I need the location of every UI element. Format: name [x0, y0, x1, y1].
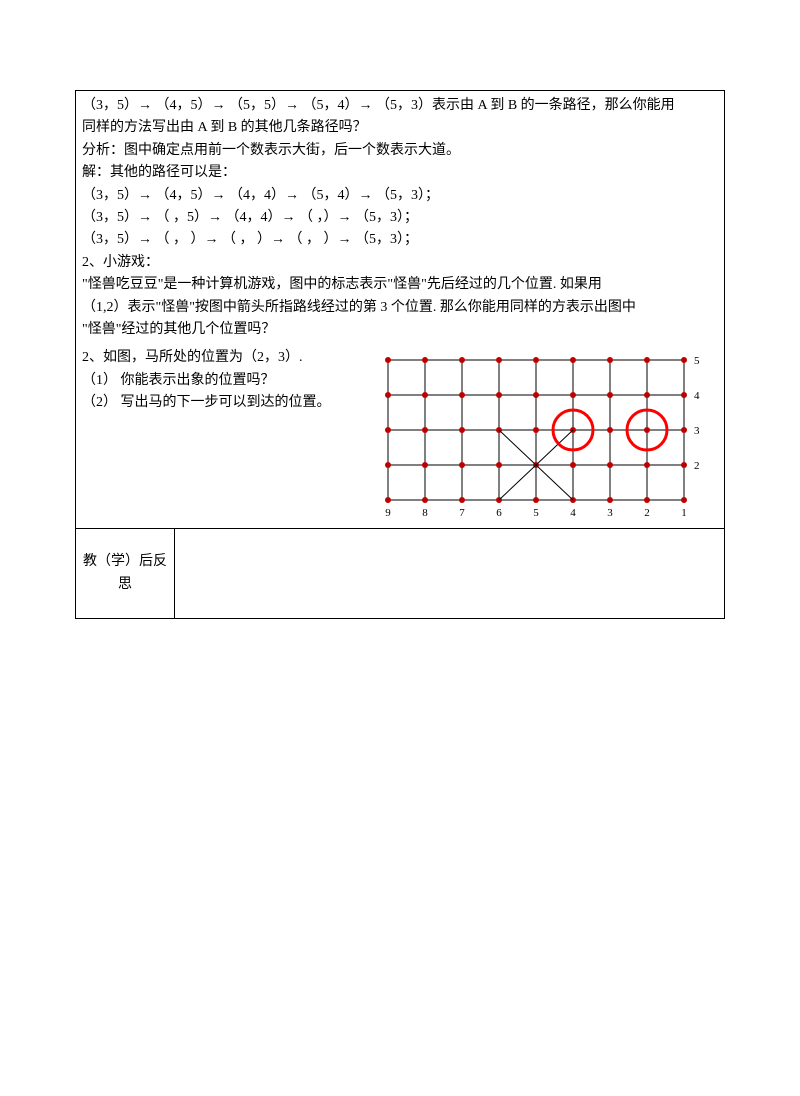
- para-3: 解：其他的路径可以是：: [82, 162, 718, 184]
- para-4: （3，5）→ （4，5）→ （4，4）→ （5，4）→ （5，3）；: [82, 185, 718, 207]
- para-8: "怪兽吃豆豆"是一种计算机游戏，图中的标志表示"怪兽"先后经过的几个位置. 如果…: [82, 274, 718, 296]
- para-2-text-b: 表示大道。: [390, 143, 460, 158]
- para-12: （1） 你能表示出象的位置吗？: [82, 370, 362, 392]
- para-7: 2、小游戏：: [82, 252, 718, 274]
- reflection-label: 教（学）后反思: [83, 554, 167, 591]
- para-9: （1,2）表示"怪兽"按图中箭头所指路线经过的第 3 个位置. 那么你能用同样的…: [82, 297, 718, 319]
- svg-text:3: 3: [694, 425, 700, 437]
- para-5: （3，5）→ （ ，5）→ （4，4）→ （ ，）→ （5，3）；: [82, 207, 718, 229]
- svg-text:5: 5: [694, 355, 700, 367]
- content-block: （3，5）→ （4，5）→ （5，5）→ （5，4）→ （5，3）表示由 A 到…: [82, 95, 718, 524]
- reflection-row: 教（学）后反思: [76, 529, 725, 619]
- svg-text:6: 6: [496, 507, 502, 519]
- para-10: "怪兽"经过的其他几个位置吗？: [82, 319, 718, 341]
- svg-text:7: 7: [459, 507, 465, 519]
- para-2-text-a: 分析：图中确定点用前一个数表示大街，后一个数: [82, 143, 390, 158]
- svg-text:9: 9: [385, 507, 391, 519]
- svg-text:4: 4: [570, 507, 576, 519]
- svg-text:1: 1: [681, 507, 687, 519]
- reflection-content-cell: [175, 529, 725, 619]
- chess-grid-figure: 9 8 7 6 5 4 3 2 1 5 4 3 2: [368, 345, 718, 535]
- svg-text:4: 4: [694, 390, 700, 402]
- reflection-label-cell: 教（学）后反思: [76, 529, 175, 619]
- para-6: （3，5）→ （ ， ）→ （ ， ）→ （ ， ）→ （5，3）；: [82, 229, 718, 251]
- para-5a: （3，5）→ （ ，5）→ （4，4）→ （ ，: [82, 210, 324, 225]
- svg-text:2: 2: [694, 460, 700, 472]
- para-5b: ）→ （5，3）；: [324, 210, 419, 225]
- para-11: 2、如图，马所处的位置为（2，3）.: [82, 347, 362, 369]
- chess-grid-svg: 9 8 7 6 5 4 3 2 1 5 4 3 2: [368, 345, 718, 535]
- svg-text:8: 8: [422, 507, 428, 519]
- content-cell: （3，5）→ （4，5）→ （5，5）→ （5，4）→ （5，3）表示由 A 到…: [76, 91, 725, 529]
- para-1b: 同样的方法写出由 A 到 B 的其他几条路径吗？: [82, 117, 718, 139]
- para-2: 分析：图中确定点用前一个数表示大街，后一个数表示大道。: [82, 140, 718, 162]
- svg-text:2: 2: [644, 507, 650, 519]
- svg-text:5: 5: [533, 507, 539, 519]
- lesson-table: （3，5）→ （4，5）→ （5，5）→ （5，4）→ （5，3）表示由 A 到…: [75, 90, 725, 619]
- svg-text:3: 3: [607, 507, 613, 519]
- question-2-block: 2、如图，马所处的位置为（2，3）. （1） 你能表示出象的位置吗？ （2） 写…: [82, 347, 362, 414]
- para-1a: （3，5）→ （4，5）→ （5，5）→ （5，4）→ （5，3）表示由 A 到…: [82, 95, 718, 117]
- para-13: （2） 写出马的下一步可以到达的位置。: [82, 392, 362, 414]
